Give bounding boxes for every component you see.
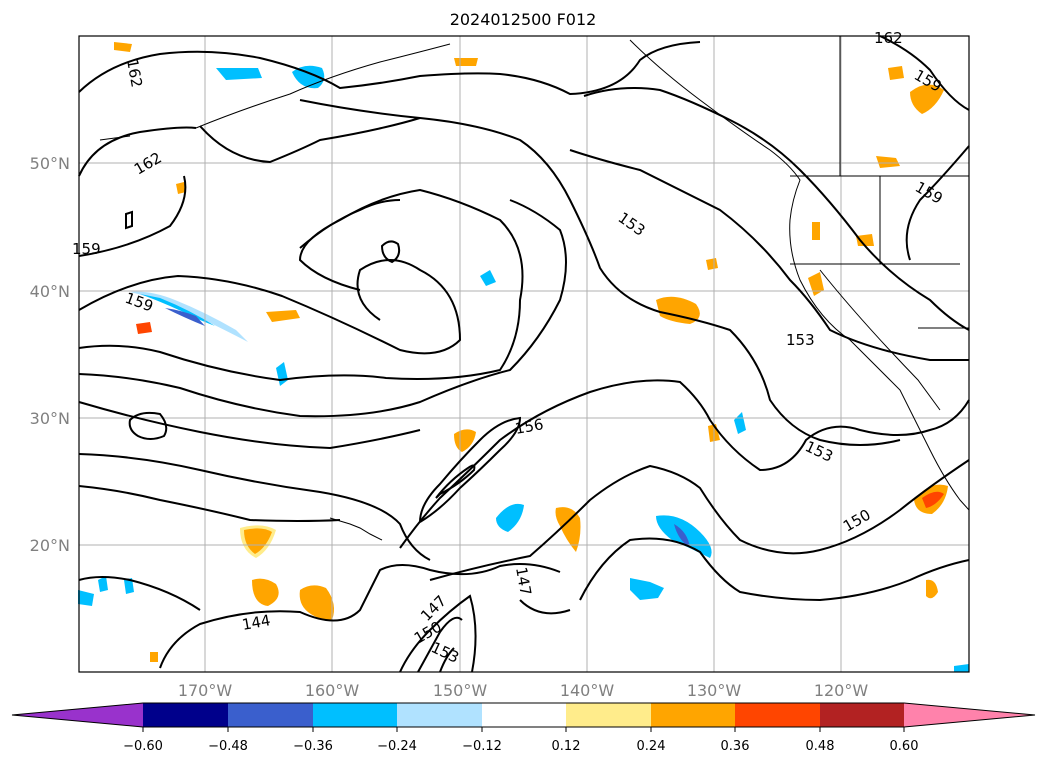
lon-label: 160°W: [305, 681, 360, 700]
negative-anomaly: [480, 270, 496, 286]
lon-label: 170°W: [178, 681, 233, 700]
colorbar-tick-label: 0.48: [806, 739, 835, 754]
positive-anomaly: [922, 491, 944, 508]
positive-anomaly: [808, 272, 824, 296]
map-panel: 162 162 162 159 159 159 159 153 153 153 …: [72, 29, 970, 673]
colorbar-segment: [566, 703, 651, 727]
colorbar-segment: [820, 703, 904, 727]
positive-anomaly: [888, 66, 904, 80]
contour-label: 162: [123, 58, 146, 89]
contour-label: 162: [874, 29, 903, 47]
negative-anomaly: [630, 578, 664, 600]
contour-label: 159: [72, 240, 101, 258]
positive-anomaly: [136, 322, 152, 334]
negative-anomaly: [496, 503, 524, 532]
colorbar-tick-label: 0.60: [890, 739, 919, 754]
negative-anomaly: [674, 524, 690, 548]
positive-anomaly: [876, 156, 900, 168]
lon-label: 150°W: [433, 681, 488, 700]
colorbar: −0.60 −0.48 −0.36 −0.24 −0.12 0.12 0.24 …: [11, 702, 1036, 754]
colorbar-tick-label: 0.24: [637, 739, 666, 754]
map-frame: [78, 35, 970, 673]
colorbar-tick-label: −0.12: [462, 739, 502, 754]
negative-anomaly: [98, 576, 108, 592]
colorbar-ticks: [142, 727, 905, 732]
longitude-labels: 170°W 160°W 150°W 140°W 130°W 120°W: [178, 681, 869, 700]
lon-label: 130°W: [687, 681, 742, 700]
negative-anomaly: [165, 308, 205, 326]
positive-anomaly: [454, 58, 478, 66]
positive-anomaly: [299, 585, 334, 620]
positive-anomaly: [856, 234, 874, 246]
contour-label: 153: [786, 331, 815, 349]
colorbar-segment: [397, 703, 482, 727]
lon-label: 140°W: [560, 681, 615, 700]
positive-anomaly: [656, 296, 700, 324]
map-title: 2024012500 F012: [450, 10, 597, 29]
negative-anomaly: [124, 578, 134, 594]
height-contours: [78, 35, 970, 673]
positive-anomaly: [555, 507, 581, 552]
lat-label: 50°N: [30, 154, 70, 173]
colorbar-tick-label: −0.60: [123, 739, 163, 754]
lat-label: 20°N: [30, 536, 70, 555]
positive-anomaly: [266, 310, 300, 322]
negative-anomaly: [78, 590, 94, 606]
negative-anomaly: [216, 68, 262, 80]
contour-label: 144: [241, 611, 272, 634]
positive-anomaly: [910, 84, 944, 114]
positive-anomaly: [114, 42, 132, 52]
positive-anomaly: [812, 222, 820, 240]
colorbar-tick-label: −0.36: [293, 739, 333, 754]
colorbar-segment: [735, 703, 820, 727]
colorbar-tick-label: 0.12: [552, 739, 581, 754]
graticule: [79, 36, 969, 672]
colorbar-tick-label: −0.24: [377, 739, 417, 754]
positive-anomaly: [252, 578, 279, 606]
positive-anomaly: [150, 652, 158, 662]
lat-label: 40°N: [30, 282, 70, 301]
colorbar-tick-label: 0.36: [721, 739, 750, 754]
lon-label: 120°W: [814, 681, 869, 700]
latitude-labels: 50°N 40°N 30°N 20°N: [30, 154, 70, 555]
colorbar-segment: [143, 703, 228, 727]
colorbar-segment: [482, 703, 566, 727]
contour-label: 156: [514, 415, 545, 438]
positive-anomaly: [244, 528, 272, 554]
positive-anomaly: [176, 182, 186, 194]
positive-anomaly: [926, 579, 938, 599]
colorbar-segment: [313, 703, 397, 727]
lat-label: 30°N: [30, 409, 70, 428]
positive-anomaly: [706, 258, 718, 270]
colorbar-extend-min: [12, 703, 143, 727]
colorbar-tick-label: −0.48: [208, 739, 248, 754]
colorbar-segment: [651, 703, 735, 727]
negative-anomaly: [954, 664, 969, 672]
colorbar-segment: [228, 703, 313, 727]
colorbar-extend-max: [904, 703, 1035, 727]
contour-label: 147: [512, 566, 535, 597]
